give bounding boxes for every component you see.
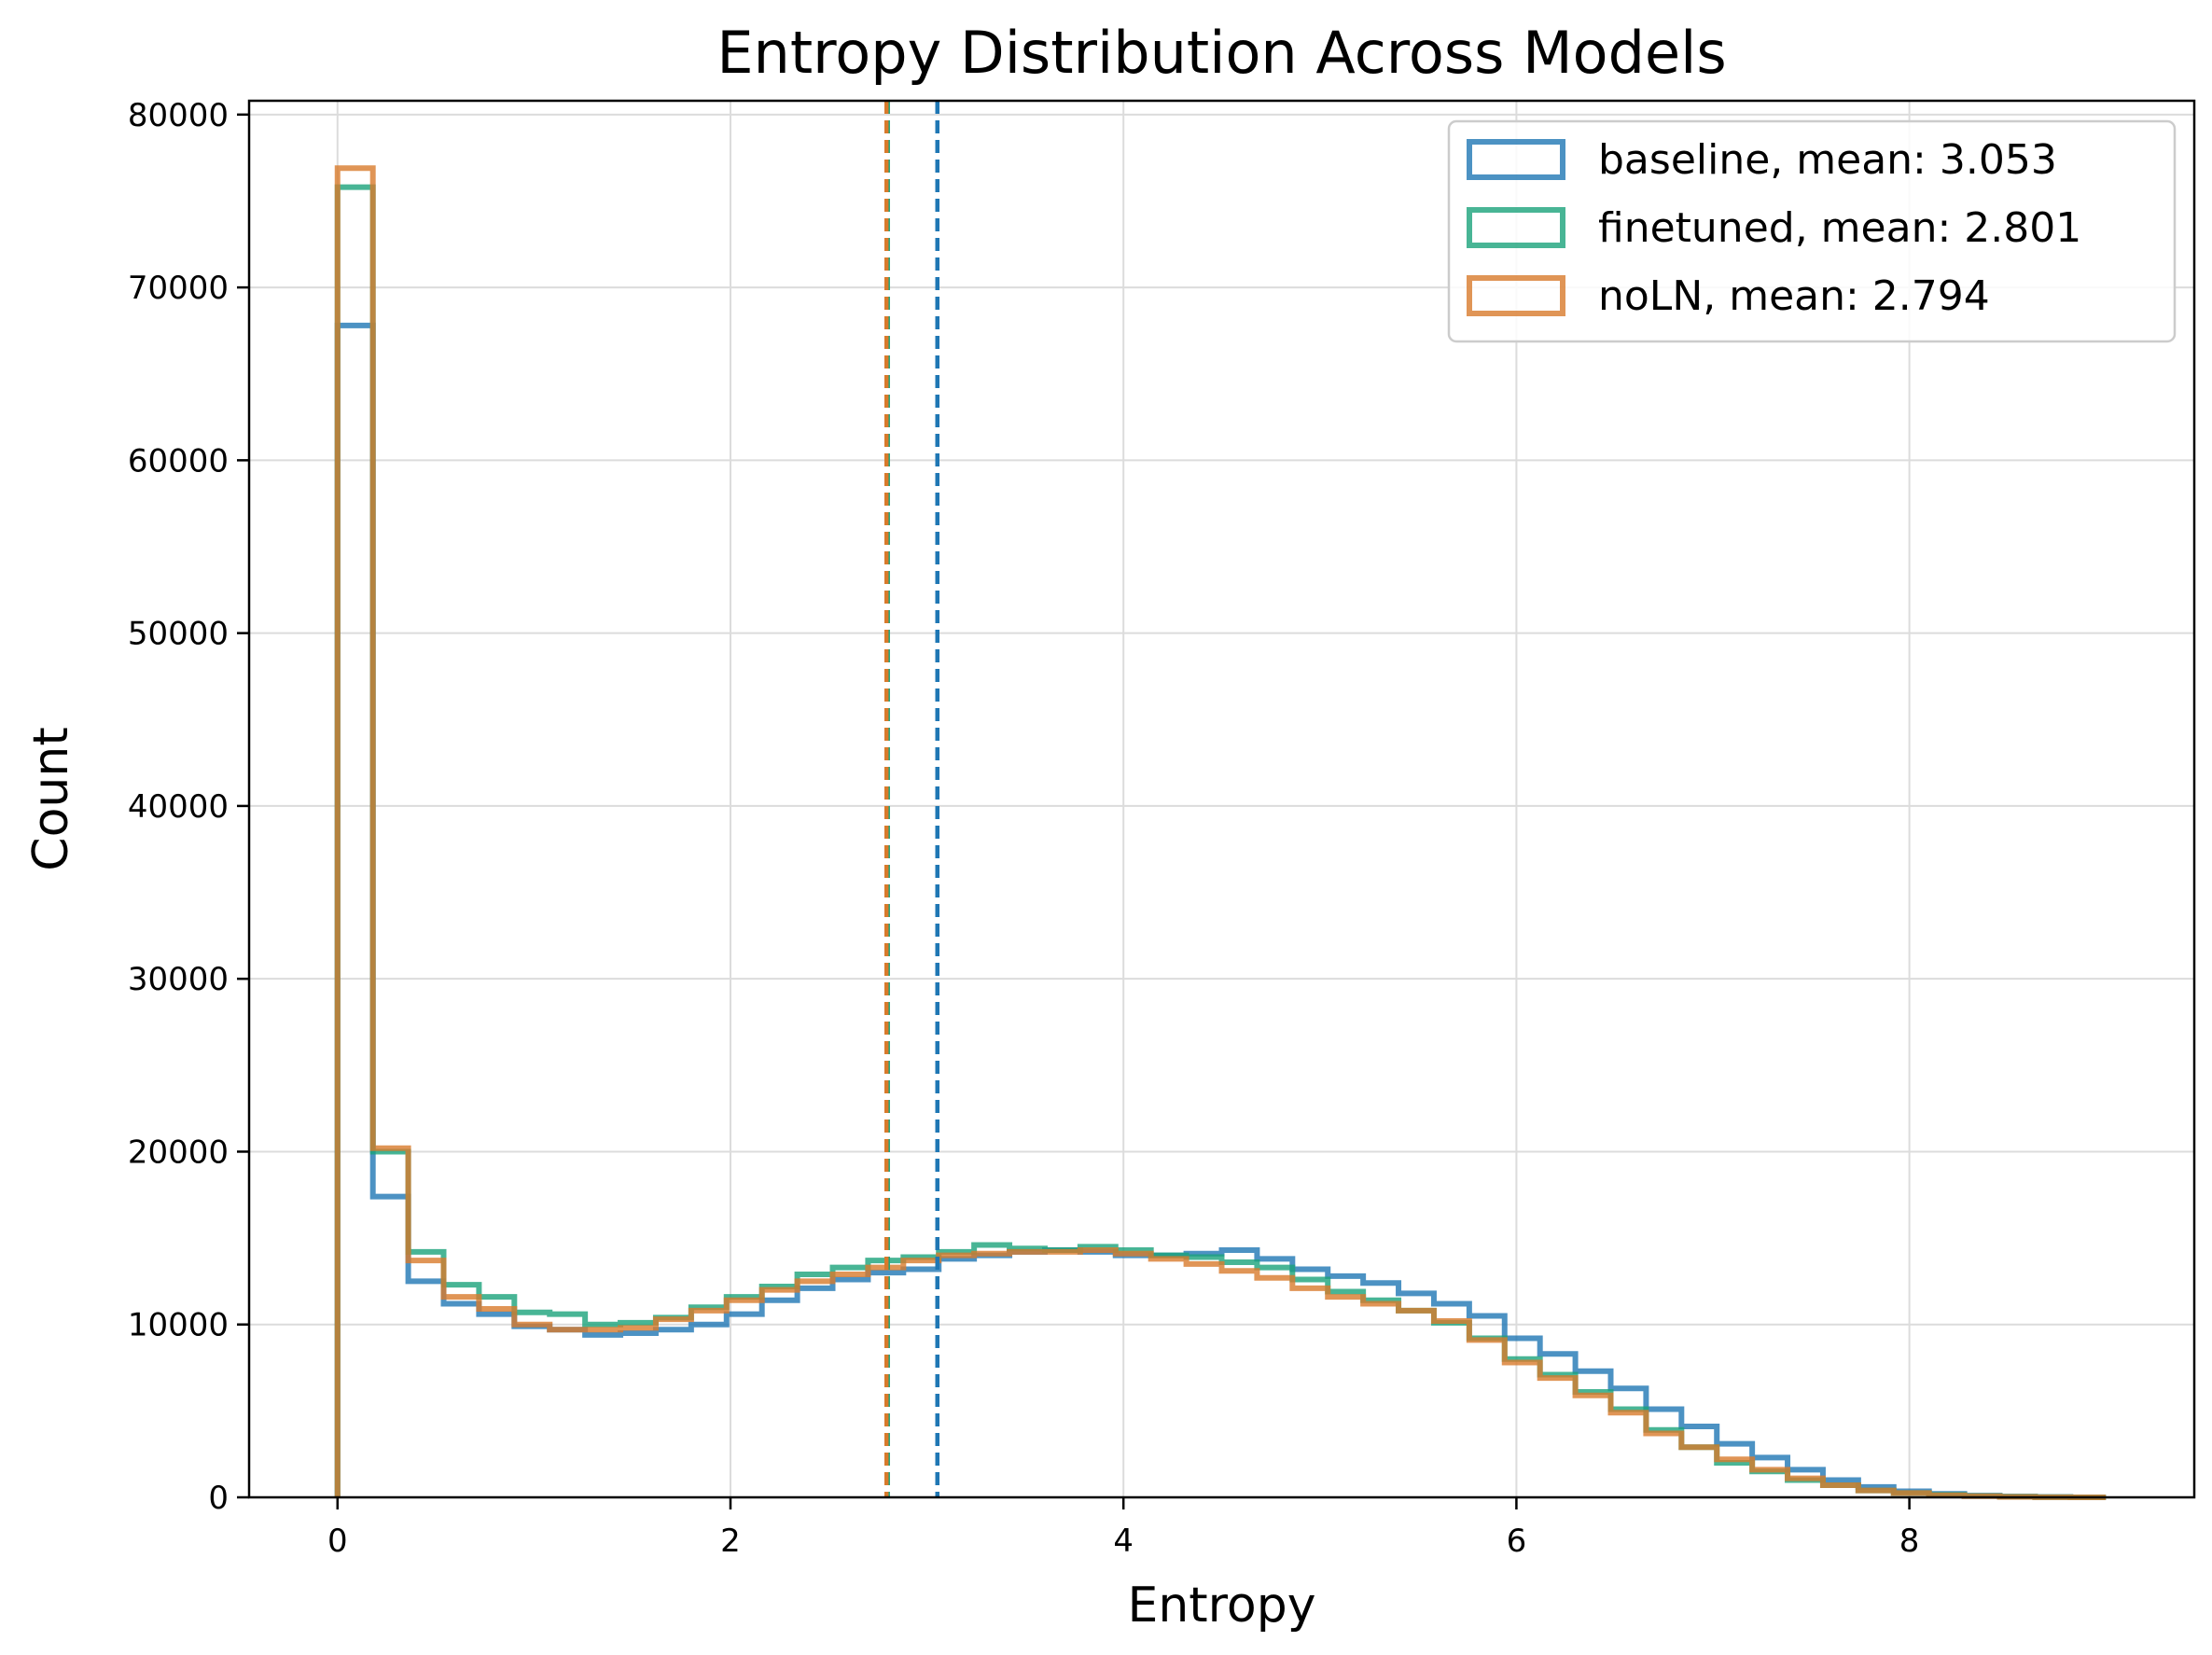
x-tick-label: 2 — [720, 1523, 741, 1560]
x-tick-label: 8 — [1899, 1523, 1920, 1560]
legend-swatch — [1467, 275, 1565, 316]
legend-label: noLN, mean: 2.794 — [1598, 272, 1990, 320]
legend-swatch — [1467, 139, 1565, 180]
histogram-step-line — [334, 322, 2107, 1500]
y-axis-title: Count — [23, 727, 79, 870]
y-tick-label: 30000 — [128, 961, 229, 998]
y-tick-label: 50000 — [128, 616, 229, 653]
legend: baseline, mean: 3.053 finetuned, mean: 2.… — [1447, 119, 2177, 343]
histogram-series — [334, 165, 2107, 1500]
y-tick-label: 0 — [208, 1480, 229, 1517]
legend-label: finetuned, mean: 2.801 — [1598, 204, 2081, 252]
y-tick-label: 40000 — [128, 788, 229, 826]
legend-swatch — [1467, 207, 1565, 248]
legend-box — [1447, 119, 2177, 343]
y-tick-label: 80000 — [128, 97, 229, 134]
mean-lines — [883, 101, 940, 1497]
chart-title: Entropy Distribution Across Models — [716, 19, 1726, 87]
plot-area-frame — [247, 99, 2196, 1499]
grid — [249, 101, 2194, 1498]
y-tick-label: 20000 — [128, 1133, 229, 1171]
x-tick-label: 6 — [1507, 1523, 1527, 1560]
y-tick-label: 10000 — [128, 1307, 229, 1344]
axis-ticks: 0 2 4 6 8 0 10000 20000 30000 40000 50000 60000 7000… — [128, 97, 1920, 1560]
legend-label: baseline, mean: 3.053 — [1598, 136, 2057, 184]
y-tick-label: 70000 — [128, 270, 229, 307]
histogram-step-line — [334, 165, 2107, 1500]
x-axis-title: Entropy — [1127, 1578, 1315, 1634]
y-tick-label: 60000 — [128, 442, 229, 480]
x-tick-label: 4 — [1113, 1523, 1134, 1560]
x-tick-label: 0 — [327, 1523, 348, 1560]
